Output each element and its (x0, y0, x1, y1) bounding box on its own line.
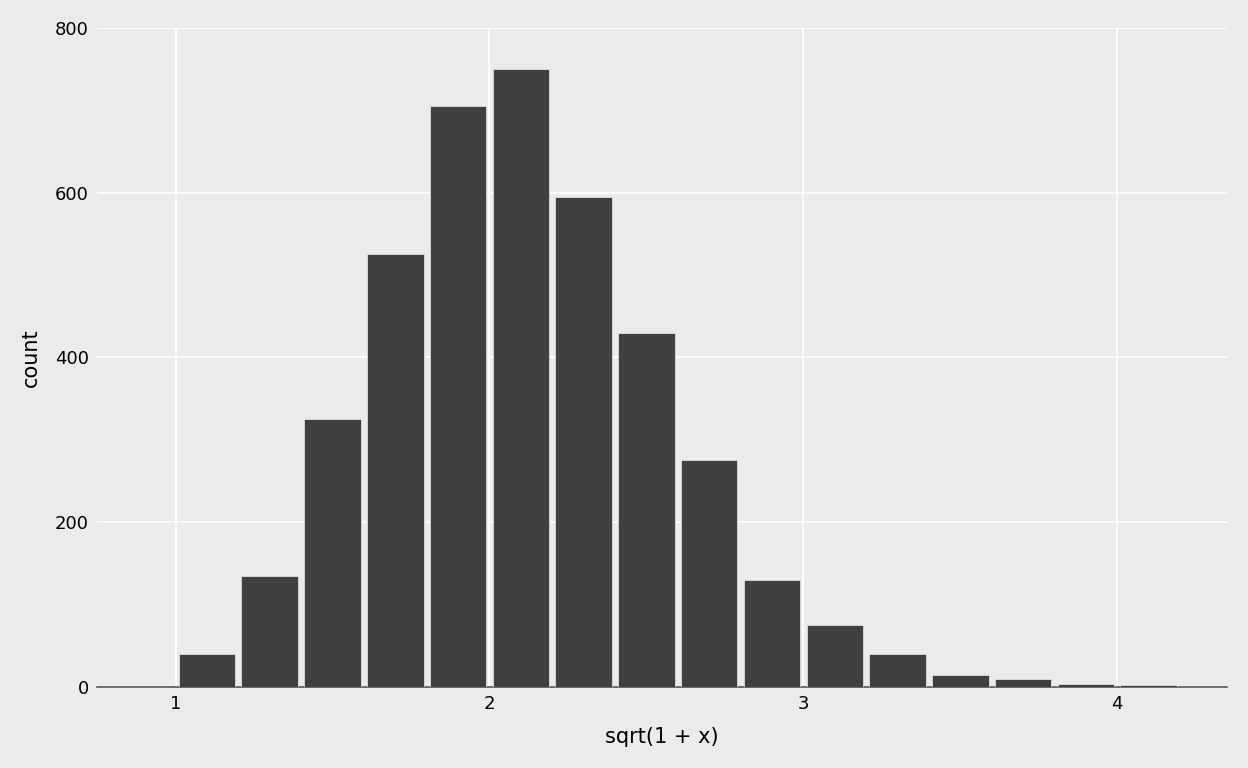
Bar (178, 654, 235, 687)
Bar (870, 654, 926, 687)
X-axis label: sqrt(1 + x): sqrt(1 + x) (605, 727, 719, 747)
Bar (493, 69, 549, 687)
Y-axis label: count: count (21, 328, 41, 387)
Bar (305, 419, 361, 687)
Bar (681, 460, 738, 687)
Bar (744, 580, 800, 687)
Bar (555, 197, 612, 687)
Bar (1057, 684, 1114, 687)
Bar (995, 679, 1051, 687)
Bar (367, 254, 423, 687)
Bar (932, 674, 988, 687)
Bar (618, 333, 675, 687)
Bar (1121, 685, 1177, 687)
Bar (806, 625, 864, 687)
Bar (429, 106, 487, 687)
Bar (241, 576, 298, 687)
